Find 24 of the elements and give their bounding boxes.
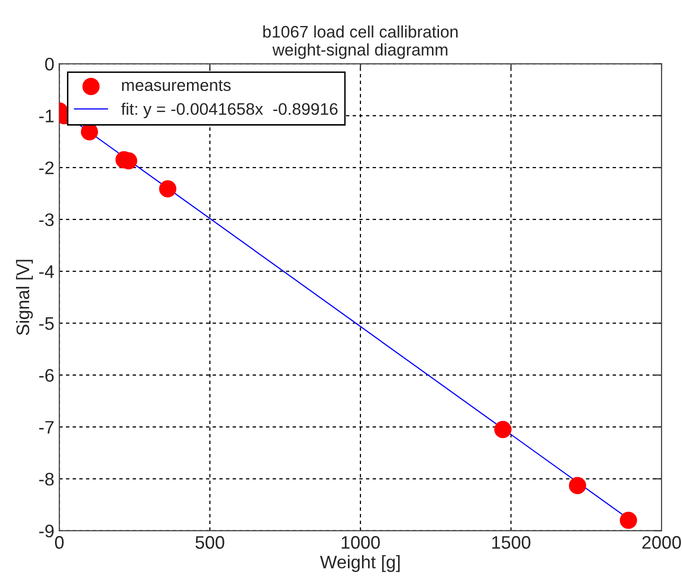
x-tick-label: 1000 [342,536,380,549]
y-tick-label: -5 [39,317,54,330]
legend-label: fit: y = -0.0041658x -0.89916 [121,102,338,118]
point [159,180,176,198]
y-tick-label: -3 [39,213,54,226]
y-tick-label: -2 [39,161,54,174]
y-axis-title: Signal [V] [16,260,33,336]
chart-title: b1067 load cell callibration weight-signal diagramm [263,25,458,59]
point [620,512,638,529]
y-tick-label: -4 [39,265,54,278]
point [494,420,512,438]
y-tick-label: 0 [45,58,54,71]
x-axis-title: Weight [g] [320,555,400,572]
y-tick-label: -1 [39,110,54,122]
y-tick-label: -8 [39,472,54,486]
y-tick-label: -9 [39,524,54,538]
x-tick-label: 500 [196,536,224,549]
y-tick-label: -7 [39,421,54,434]
y-tick-label: -6 [39,369,54,382]
x-tick-label: 1500 [492,536,530,549]
x-tick-label: 0 [55,536,64,549]
x-tick-label: 2000 [642,536,681,549]
legend-label: measurements [122,80,231,92]
point [568,476,586,494]
